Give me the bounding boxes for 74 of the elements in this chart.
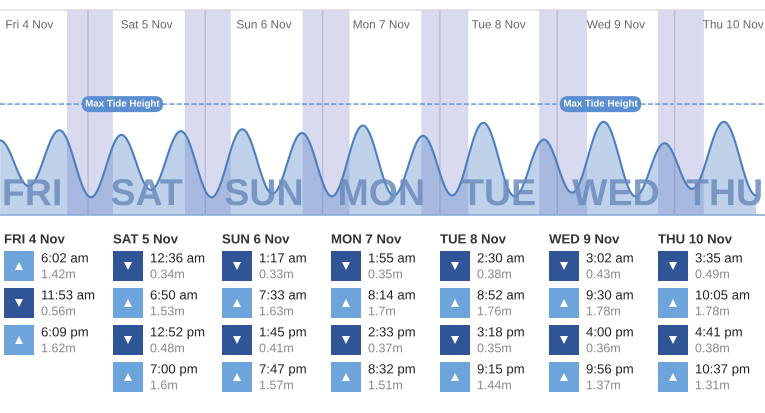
text: SUN 6 Nov	[222, 234, 290, 244]
text: 1.76m	[478, 306, 511, 316]
text: TUE 8 Nov	[440, 234, 506, 244]
x-tick-label: Thu 10 Nov	[702, 20, 764, 28]
text: 1.78m	[586, 306, 620, 316]
text: 0.35m	[368, 270, 402, 278]
text: Max Tide Height	[564, 100, 638, 109]
text: 1.53m	[150, 306, 184, 316]
text: 9:56 pm	[586, 364, 633, 376]
annotation: FRI	[4, 179, 60, 206]
text: 0.49m	[695, 270, 729, 278]
text: 1:17 am	[260, 253, 306, 263]
text: 0.38m	[477, 270, 511, 278]
text: 0.56m	[41, 306, 75, 316]
annotation: SUN	[225, 178, 302, 206]
text: 2:30 am	[478, 253, 524, 263]
text: 10:05 am	[696, 290, 750, 300]
text: 10:37 pm	[696, 364, 750, 376]
text: 1.6m	[150, 380, 177, 390]
text: 7:33 am	[260, 290, 306, 300]
text: 6:02 am	[42, 253, 88, 263]
ref-line-label: Max Tide Height	[86, 100, 160, 109]
text: 0.35m	[477, 344, 511, 352]
text: 11:53 am	[42, 290, 94, 300]
text: 0.38m	[695, 344, 729, 352]
text: 7:00 pm	[150, 364, 197, 376]
text: 0.43m	[586, 270, 620, 278]
text: 3:02 am	[586, 253, 633, 263]
text: 12:36 am	[151, 253, 204, 263]
text: 0.48m	[150, 344, 184, 352]
text: 0.33m	[259, 270, 293, 278]
text: THU 10 Nov	[658, 234, 732, 244]
x-tick-label: Sun 6 Nov	[236, 20, 292, 28]
text: 4:00 pm	[586, 327, 633, 340]
text: 8:52 am	[478, 290, 524, 300]
text: 1.44m	[478, 380, 511, 390]
text: 0.36m	[586, 344, 620, 352]
annotation: SAT	[112, 178, 182, 206]
text: SAT 5 Nov	[113, 234, 178, 244]
text: 1.42m	[42, 270, 75, 278]
text: 7:47 pm	[260, 364, 306, 376]
text: 1.63m	[260, 306, 293, 316]
text: 0.34m	[150, 270, 184, 278]
x-tick-label: Tue 8 Nov	[472, 20, 526, 28]
text: 6:09 pm	[42, 327, 88, 340]
text: 1.7m	[368, 306, 395, 316]
text: 9:15 pm	[478, 364, 524, 376]
text: 3:18 pm	[478, 327, 524, 340]
text: 0.37m	[368, 344, 402, 352]
text: 8:32 pm	[368, 364, 415, 376]
text: 8:14 am	[368, 290, 415, 300]
text: 6:50 am	[150, 290, 197, 300]
text: WED 9 Nov	[549, 234, 620, 244]
text: 12:52 pm	[151, 327, 204, 340]
text: 1:55 am	[369, 253, 415, 263]
text: 1.37m	[586, 380, 620, 390]
text: 1:45 pm	[260, 327, 306, 340]
text: 9:30 am	[586, 290, 633, 300]
x-tick-label: Mon 7 Nov	[354, 20, 410, 28]
text: 2:33 pm	[368, 327, 415, 340]
text: 4:41 pm	[695, 327, 742, 340]
x-tick-label: Wed 9 Nov	[586, 20, 645, 28]
text: 0.41m	[259, 344, 293, 352]
text: 1.31m	[696, 380, 729, 390]
text: FRI 4 Nov	[4, 234, 65, 244]
text: 1.57m	[260, 380, 293, 390]
text: 1.78m	[696, 306, 729, 316]
x-tick-label: Fri 4 Nov	[6, 20, 54, 28]
annotation: TUE	[462, 179, 535, 206]
text: 1.62m	[42, 344, 75, 352]
text: MON 7 Nov	[332, 234, 402, 244]
x-tick-label: Sat 5 Nov	[121, 20, 173, 28]
text: 1.51m	[368, 380, 402, 390]
text: 3:35 am	[696, 253, 742, 263]
